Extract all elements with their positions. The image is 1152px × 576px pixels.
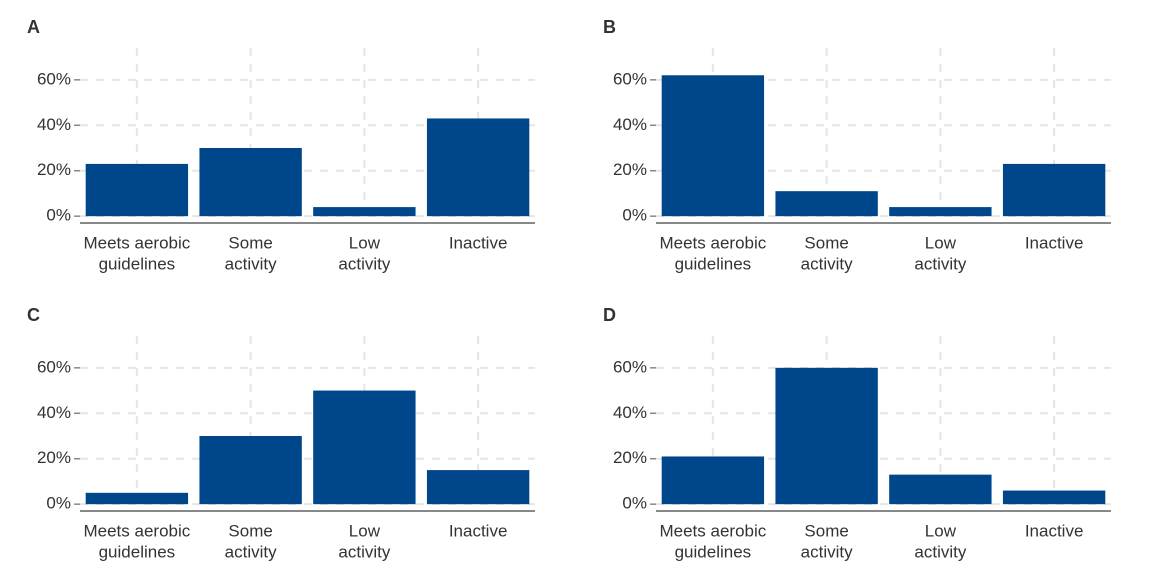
panel-title: B [603, 17, 616, 37]
bar [199, 436, 302, 505]
bar [1002, 490, 1106, 505]
x-tick-label: Meets aerobic [659, 233, 766, 252]
x-tick-label: Meets aerobic [83, 233, 190, 252]
y-tick-label: 40% [613, 403, 647, 422]
x-tick-label: Inactive [449, 233, 508, 252]
bar [313, 207, 416, 217]
bar [661, 456, 765, 505]
bar [1002, 163, 1106, 217]
bar [426, 118, 530, 217]
bar [775, 367, 878, 505]
x-tick-label: Low [349, 233, 381, 252]
bar [85, 163, 189, 217]
x-tick-label: Inactive [1025, 521, 1084, 540]
x-tick-label: activity [338, 254, 390, 273]
y-tick-label: 40% [37, 115, 71, 134]
bar [313, 390, 416, 505]
bar [199, 148, 302, 217]
x-tick-label: Low [349, 521, 381, 540]
x-tick-label: Inactive [1025, 233, 1084, 252]
bar [889, 474, 992, 505]
x-tick-label: activity [914, 542, 966, 561]
x-tick-label: guidelines [99, 542, 176, 561]
y-tick-label: 60% [613, 357, 647, 376]
panel-title: D [603, 305, 616, 325]
y-tick-label: 40% [613, 115, 647, 134]
y-tick-label: 0% [622, 206, 647, 225]
x-tick-label: Meets aerobic [83, 521, 190, 540]
x-tick-label: guidelines [675, 542, 752, 561]
x-tick-label: activity [225, 542, 277, 561]
x-tick-label: guidelines [675, 254, 752, 273]
x-tick-label: activity [801, 254, 853, 273]
bar [889, 207, 992, 217]
x-tick-label: Some [804, 521, 848, 540]
panel-title: C [27, 305, 40, 325]
y-tick-label: 0% [622, 494, 647, 513]
bar [775, 191, 878, 217]
y-tick-label: 60% [37, 69, 71, 88]
y-tick-label: 60% [613, 69, 647, 88]
x-tick-label: activity [338, 542, 390, 561]
x-tick-label: guidelines [99, 254, 176, 273]
bar [85, 492, 189, 505]
y-tick-label: 20% [613, 160, 647, 179]
x-tick-label: activity [801, 542, 853, 561]
x-tick-label: Some [804, 233, 848, 252]
y-tick-label: 0% [46, 494, 71, 513]
y-tick-label: 0% [46, 206, 71, 225]
x-tick-label: activity [914, 254, 966, 273]
bar [426, 470, 530, 505]
y-tick-label: 20% [37, 448, 71, 467]
y-tick-label: 60% [37, 357, 71, 376]
x-tick-label: Low [925, 521, 957, 540]
y-tick-label: 20% [37, 160, 71, 179]
x-tick-label: Low [925, 233, 957, 252]
x-tick-label: Some [228, 233, 272, 252]
y-tick-label: 40% [37, 403, 71, 422]
x-tick-label: Meets aerobic [659, 521, 766, 540]
x-tick-label: Inactive [449, 521, 508, 540]
y-tick-label: 20% [613, 448, 647, 467]
bar [661, 75, 765, 217]
x-tick-label: Some [228, 521, 272, 540]
x-tick-label: activity [225, 254, 277, 273]
panel-title: A [27, 17, 40, 37]
